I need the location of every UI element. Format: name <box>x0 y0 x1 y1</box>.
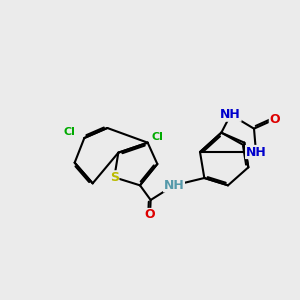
Text: O: O <box>145 208 155 221</box>
Text: NH: NH <box>220 108 241 121</box>
Text: NH: NH <box>246 146 266 158</box>
Text: Cl: Cl <box>152 132 164 142</box>
Text: O: O <box>269 113 280 126</box>
Text: S: S <box>110 171 119 184</box>
Text: Cl: Cl <box>64 127 76 137</box>
Text: NH: NH <box>164 179 184 192</box>
